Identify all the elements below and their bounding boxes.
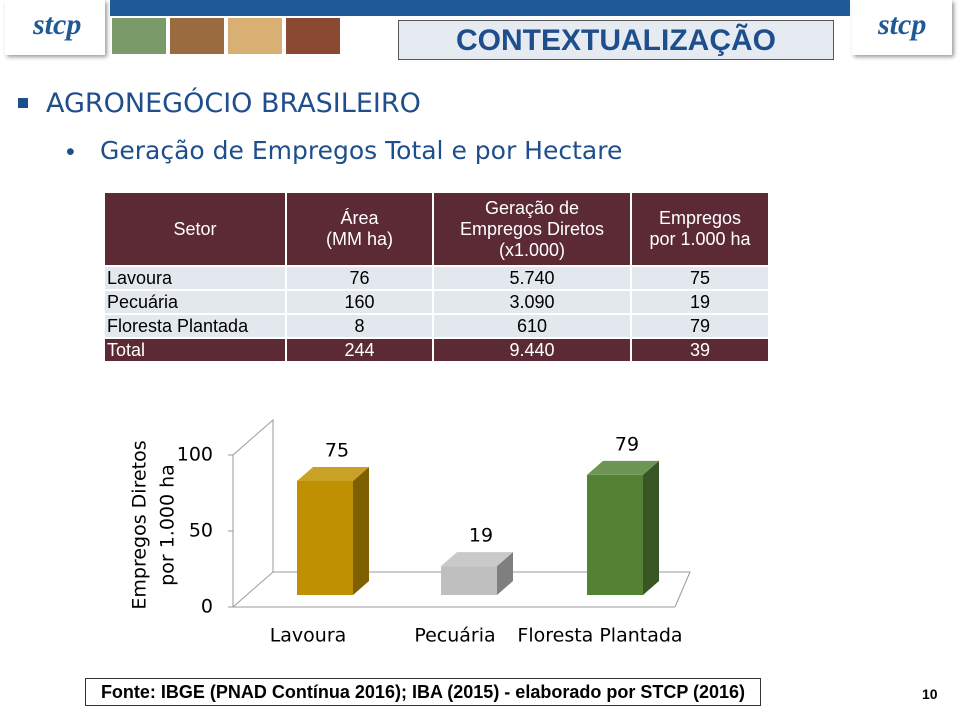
- column-header: Geração de Empregos Diretos (x1.000): [434, 193, 630, 265]
- table-cell: 79: [632, 315, 768, 337]
- bar: [441, 566, 497, 595]
- header-bar: [110, 0, 850, 16]
- y-axis-label: por 1.000 ha: [157, 464, 179, 586]
- column-header: Área (MM ha): [287, 193, 432, 265]
- y-axis-label: Empregos Diretos: [129, 440, 151, 609]
- x-tick-label: Pecuária: [414, 625, 495, 647]
- column-header: Setor: [105, 193, 285, 265]
- back-wall: [232, 418, 274, 572]
- bullet-icon: •: [66, 138, 75, 166]
- x-tick-label: Floresta Plantada: [517, 625, 682, 647]
- table-cell: 160: [287, 291, 432, 313]
- header-line: Geração de: [484, 197, 580, 218]
- value-label: 75: [325, 440, 349, 462]
- table-cell: 8: [287, 315, 432, 337]
- header-line: Setor: [173, 218, 217, 239]
- x-tick-label: Lavoura: [270, 625, 347, 647]
- table-cell: 244: [287, 339, 432, 361]
- bar-top: [441, 552, 513, 567]
- table-row: Total 244 9.440 39: [105, 339, 768, 361]
- table-cell: Floresta Plantada: [105, 315, 285, 337]
- title: CONTEXTUALIZAÇÃO: [398, 20, 834, 60]
- value-label: 79: [615, 433, 639, 455]
- y-tick-label: 50: [189, 520, 213, 542]
- table-cell: 39: [632, 339, 768, 361]
- logo-box: stcp: [5, 0, 105, 55]
- bar: [587, 474, 643, 595]
- header-line: Área: [340, 208, 379, 228]
- table-cell: Pecuária: [105, 291, 285, 313]
- sub-bullet: Geração de Empregos Total e por Hectare: [100, 136, 623, 165]
- photo: [112, 18, 166, 54]
- bullet-icon: [18, 98, 28, 108]
- table-cell: 5.740: [434, 267, 630, 289]
- table: Setor Área (MM ha) Geração de Empregos Diret…: [103, 191, 770, 363]
- y-tick-label: 100: [177, 444, 213, 466]
- y-tick-label: 0: [201, 596, 213, 618]
- table-cell: Total: [105, 339, 285, 361]
- bar-side: [643, 460, 659, 595]
- photo: [170, 18, 224, 54]
- photo: [228, 18, 282, 54]
- header-line: Empregos Diretos: [459, 218, 605, 239]
- logo: stcp: [33, 8, 82, 41]
- bullet: AGRONEGÓCIO BRASILEIRO: [46, 88, 421, 119]
- header-line: por 1.000 ha: [649, 229, 751, 249]
- chart: Empregos Diretos por 1.000 ha 0 50 100 Lavour…: [129, 418, 691, 647]
- table-row: Pecuária 160 3.090 19: [105, 291, 768, 313]
- logo: stcp: [878, 8, 927, 41]
- header-line: (MM ha): [326, 229, 393, 249]
- photo: [286, 18, 340, 54]
- bar-side: [497, 552, 513, 595]
- table-cell: 19: [632, 291, 768, 313]
- table-cell: Lavoura: [105, 267, 285, 289]
- bar-side: [353, 467, 369, 595]
- table-row: Lavoura 76 5.740 75: [105, 267, 768, 289]
- header: stcp CONTEXTUALIZAÇÃO stcp: [0, 0, 960, 64]
- value-label: 19: [469, 525, 493, 547]
- logo-box: stcp: [852, 0, 952, 55]
- table-cell: 75: [632, 267, 768, 289]
- bar-top: [297, 467, 369, 481]
- table-cell: 610: [434, 315, 630, 337]
- header-line: Empregos: [658, 208, 742, 228]
- table-row: Floresta Plantada 8 610 79: [105, 315, 768, 337]
- table-cell: 3.090: [434, 291, 630, 313]
- page-number: 10: [922, 686, 938, 702]
- source: Fonte: IBGE (PNAD Contínua 2016); IBA (2…: [85, 678, 761, 706]
- header-line: (x1.000): [498, 239, 566, 260]
- bar-top: [587, 460, 659, 475]
- column-header: Empregos por 1.000 ha: [632, 193, 768, 265]
- table-cell: 9.440: [434, 339, 630, 361]
- table-cell: 76: [287, 267, 432, 289]
- bar: [297, 481, 353, 595]
